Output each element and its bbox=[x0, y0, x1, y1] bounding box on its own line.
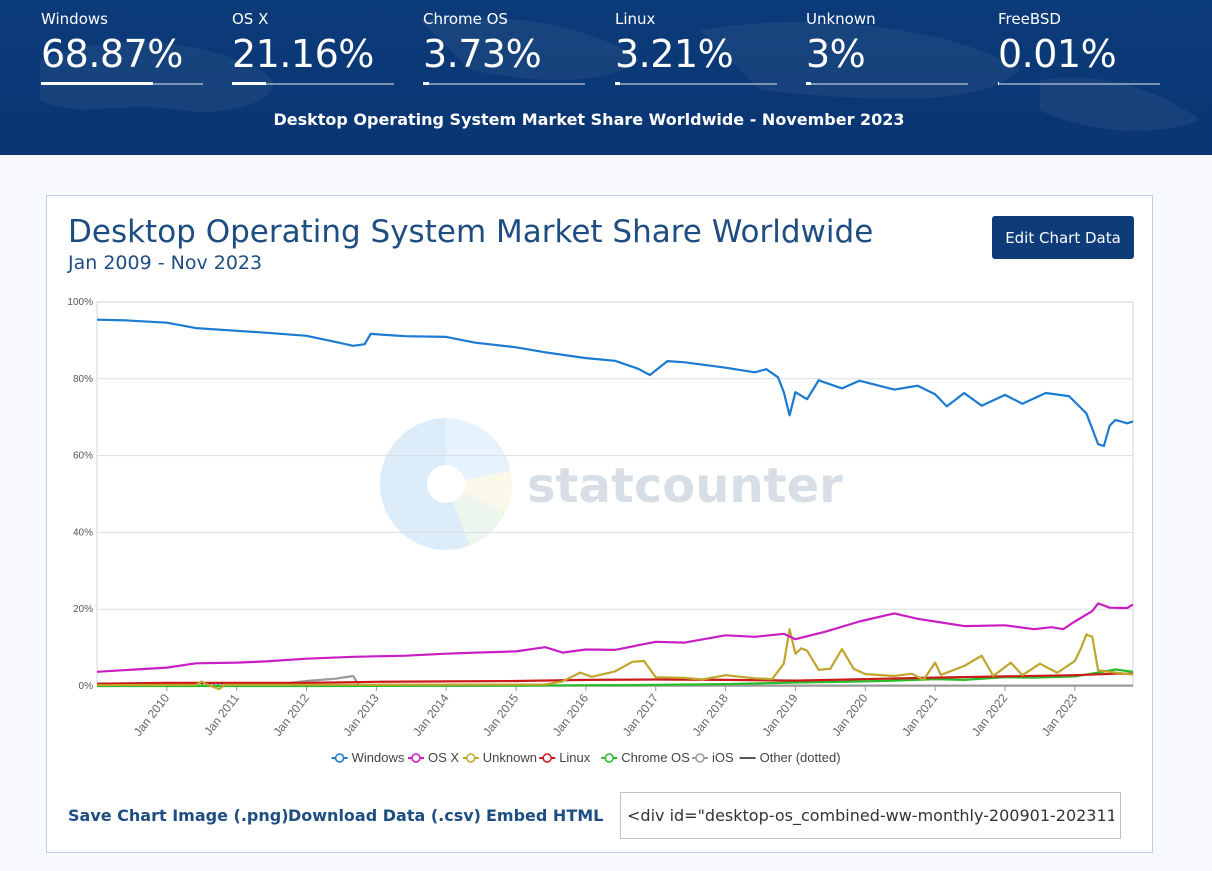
chart-title: Desktop Operating System Market Share Wo… bbox=[68, 214, 874, 250]
plot-area bbox=[96, 301, 1134, 687]
stat-bar bbox=[998, 82, 1160, 85]
edit-chart-data-button[interactable]: Edit Chart Data bbox=[992, 216, 1134, 259]
x-tick-label: Jan 2011 bbox=[201, 691, 242, 738]
series-line-linux bbox=[96, 672, 1133, 685]
x-tick-label: Jan 2013 bbox=[340, 691, 382, 739]
legend-label-unknown: Unknown bbox=[483, 750, 537, 765]
y-tick-label: 0% bbox=[79, 681, 94, 692]
stat-windows: Windows 68.87% bbox=[41, 10, 203, 85]
stat-value: 3% bbox=[806, 32, 866, 76]
stat-chrome-os: Chrome OS 3.73% bbox=[423, 10, 585, 85]
legend-marker-unknown bbox=[466, 753, 476, 763]
chart-subtitle: Jan 2009 - Nov 2023 bbox=[68, 252, 263, 274]
x-tick-label: Jan 2018 bbox=[690, 691, 732, 739]
x-tick-label: Jan 2012 bbox=[270, 691, 312, 739]
y-tick-label: 40% bbox=[73, 527, 93, 538]
chart-card: statcounter 0% 20% 40% 60% 80% 100% Jan 2010 Jan… bbox=[46, 195, 1153, 853]
legend-label-other-dotted: Other (dotted) bbox=[760, 750, 841, 765]
stat-value: 68.87% bbox=[41, 32, 183, 76]
embed-html-label: Embed HTML bbox=[486, 806, 604, 825]
x-tick-label: Jan 2017 bbox=[620, 691, 662, 739]
y-tick-label: 60% bbox=[73, 451, 93, 462]
statcounter-logo-watermark: statcounter bbox=[380, 418, 843, 550]
x-tick-label: Jan 2015 bbox=[480, 691, 522, 739]
x-tick-label: Jan 2016 bbox=[550, 691, 592, 739]
x-tick-label: Jan 2014 bbox=[410, 691, 452, 739]
stat-bar-fill bbox=[806, 82, 811, 85]
banner-title: Desktop Operating System Market Share Wo… bbox=[273, 110, 905, 129]
stat-bar-fill bbox=[41, 82, 153, 85]
stat-bar-fill bbox=[615, 82, 621, 85]
stat-label: Chrome OS bbox=[423, 10, 508, 28]
stat-osx: OS X 21.16% bbox=[232, 10, 394, 85]
stat-label: OS X bbox=[232, 10, 269, 28]
stat-linux: Linux 3.21% bbox=[615, 10, 777, 85]
x-tick-label: Jan 2021 bbox=[899, 691, 941, 739]
world-map-background bbox=[40, 17, 1200, 131]
line-chart: statcounter 0% 20% 40% 60% 80% 100% Jan 2010 Jan… bbox=[67, 297, 1134, 765]
summary-banner: Windows 68.87% OS X 21.16% Chrome OS 3.7… bbox=[0, 0, 1212, 155]
legend-label-windows: Windows bbox=[352, 750, 405, 765]
stat-value: 21.16% bbox=[232, 32, 374, 76]
stat-value: 3.21% bbox=[615, 32, 734, 76]
stat-unknown: Unknown 3% bbox=[806, 10, 968, 85]
legend-label-chrome-os: Chrome OS bbox=[621, 750, 690, 765]
stat-bar bbox=[423, 82, 585, 85]
series-line-unknown bbox=[96, 628, 1134, 691]
stat-label: FreeBSD bbox=[998, 10, 1061, 28]
y-tick-label: 80% bbox=[73, 374, 93, 385]
stat-label: Unknown bbox=[806, 10, 876, 28]
embed-html-field[interactable] bbox=[620, 792, 1121, 839]
series-line-windows bbox=[96, 318, 1134, 448]
series-line-os-x bbox=[96, 602, 1134, 673]
legend-label-ios: iOS bbox=[712, 750, 734, 765]
stat-label: Linux bbox=[615, 10, 656, 28]
stat-freebsd: FreeBSD 0.01% bbox=[998, 10, 1160, 85]
y-tick-label: 100% bbox=[67, 297, 93, 308]
x-tick-label: Jan 2010 bbox=[131, 691, 173, 739]
stat-value: 3.73% bbox=[423, 32, 542, 76]
legend-label-os-x: OS X bbox=[428, 750, 459, 765]
stat-bar-fill bbox=[232, 82, 267, 85]
y-tick-label: 20% bbox=[73, 604, 93, 615]
legend-marker-windows bbox=[334, 753, 345, 763]
stat-bar-fill bbox=[423, 82, 430, 85]
download-data-link[interactable]: Download Data (.csv) bbox=[288, 806, 481, 825]
stat-value: 0.01% bbox=[998, 32, 1117, 76]
save-chart-image-link[interactable]: Save Chart Image (.png) bbox=[68, 806, 289, 825]
legend-marker-ios bbox=[695, 753, 705, 763]
x-tick-label: Jan 2022 bbox=[969, 691, 1011, 739]
stat-label: Windows bbox=[41, 10, 108, 28]
legend-marker-chrome-os bbox=[604, 753, 614, 763]
x-tick-label: Jan 2023 bbox=[1039, 691, 1081, 739]
stat-bar bbox=[615, 82, 777, 85]
x-tick-label: Jan 2020 bbox=[829, 691, 871, 739]
stat-bar bbox=[806, 82, 968, 85]
stat-bar bbox=[41, 82, 203, 85]
watermark-text: statcounter bbox=[527, 458, 843, 514]
stat-bar bbox=[232, 82, 394, 85]
legend-marker-linux bbox=[542, 753, 552, 763]
legend-marker-os-x bbox=[411, 753, 421, 763]
x-tick-label: Jan 2019 bbox=[759, 691, 801, 739]
legend-label-linux: Linux bbox=[559, 750, 591, 765]
